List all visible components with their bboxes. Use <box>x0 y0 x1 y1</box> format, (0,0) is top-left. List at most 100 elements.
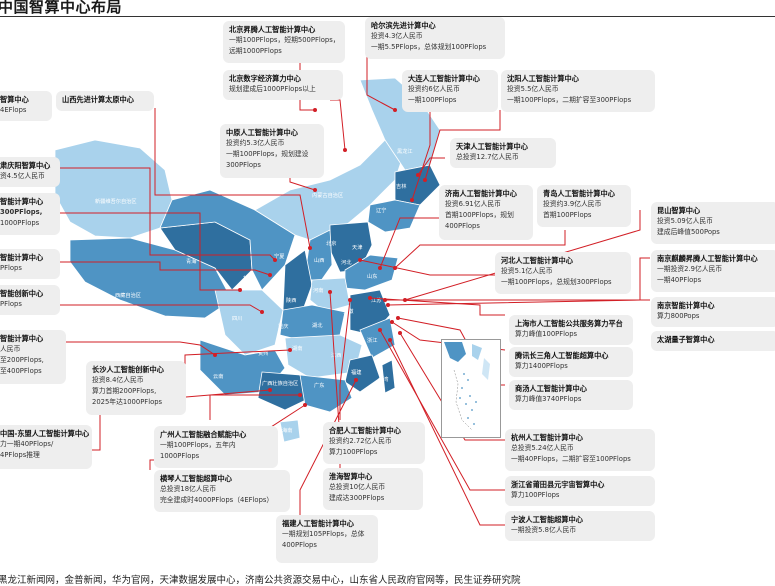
box-line: 1000PFlops <box>0 219 40 227</box>
info-box-changsha: 长沙人工智能创新中心 投资8.4亿人民币 算力首期200PFlops, 2025… <box>86 361 186 415</box>
location-dot <box>313 108 317 112</box>
location-dot <box>303 403 307 407</box>
location-dot <box>268 273 272 277</box>
info-box-beijing-digital: 北京数字经济算力中心 规划建成后1000PFlops以上 <box>223 70 343 100</box>
box-title: 河北人工智能计算中心 <box>501 256 573 265</box>
box-line: 总投资12.7亿人民币 <box>456 153 519 161</box>
location-dot <box>393 108 397 112</box>
location-dot <box>313 188 317 192</box>
box-line: 投资5.5亿人民币 <box>507 85 559 93</box>
box-line: 400PFlops <box>445 222 480 230</box>
province-taiwan <box>381 359 396 394</box>
box-title: 山西先进计算太原中心 <box>62 95 134 104</box>
location-dot <box>423 178 427 182</box>
box-title: 智能计算中心 <box>0 334 44 343</box>
connector-line <box>424 110 501 181</box>
location-dot <box>403 298 407 302</box>
info-box-hangzhou: 杭州人工智能计算中心 总投资5.24亿人民币 一期40PFlops，二期扩容至1… <box>505 429 655 471</box>
connector-line <box>366 55 396 111</box>
province-label: 河北 <box>341 258 352 266</box>
box-title: 昆山智算中心 <box>657 206 701 215</box>
connector-line <box>399 332 505 441</box>
box-line: 4PFlops推理 <box>0 451 40 459</box>
box-line: 300PFlops <box>226 161 261 169</box>
info-box-taihu: 太湖量子智算中心 <box>651 331 775 351</box>
connector-line <box>299 379 357 515</box>
box-title: 宁波人工智能超算中心 <box>511 515 583 524</box>
box-line: 4EFlops <box>0 106 27 114</box>
box-line: 一期100PFlops <box>408 96 457 104</box>
box-line: 一期5.5PFlops，总体规划100PFlops <box>371 43 487 51</box>
info-box-huaihai: 淮海智算中心 总投资10亿人民币 建成达300PFlops <box>323 468 423 510</box>
info-box-left-4: 智能计算中心 PFlops <box>0 249 60 279</box>
box-line: PFlops <box>0 264 22 272</box>
province-label: 云南 <box>213 372 223 380</box>
connector-line <box>60 261 271 276</box>
box-line: 一期40PFlops，二期扩容至100PFlops <box>511 455 631 463</box>
connector-line <box>339 299 351 420</box>
box-line: 首期100PFlops，规划 <box>445 211 514 219</box>
province-label: 江西 <box>331 352 341 359</box>
box-line: 300PFlops, <box>0 208 43 216</box>
location-dot <box>378 328 382 332</box>
info-box-harbin: 哈尔滨先进计算中心 投资4.3亿人民币 一期5.5PFlops，总体规划100P… <box>365 17 505 59</box>
province-hainan <box>279 419 301 443</box>
box-line: 完全建成时4000PFlops（4EFlops） <box>160 496 274 504</box>
box-line: 投资5.09亿人民币 <box>657 217 713 225</box>
box-title: 广州人工智能融合赋能中心 <box>160 430 247 439</box>
box-line: 至200PFlops, <box>0 356 44 364</box>
box-title: 智能计算中心 <box>0 197 44 206</box>
info-box-shenyang: 沈阳人工智能计算中心 投资5.5亿人民币 一期100PFlops，二期扩容至30… <box>501 70 655 112</box>
info-box-shanghai: 上海市人工智能公共服务算力平台 算力峰值100PFlops <box>509 315 633 345</box>
box-title: 中国-东盟人工智能计算中心 <box>0 429 90 438</box>
south-china-sea-inset <box>441 339 501 438</box>
box-title: 天津人工智能计算中心 <box>456 142 528 151</box>
box-line: 算力800Pops <box>657 312 700 320</box>
box-line: 人民币 <box>0 345 21 353</box>
box-line: 投资6.91亿人民币 <box>445 200 501 208</box>
box-line: 远期1000PFlops <box>229 47 282 55</box>
info-box-shangtang: 商汤人工智能计算中心 算力峰值3740PFlops <box>509 380 633 410</box>
box-line: 400PFlops <box>282 541 317 549</box>
box-title: 智能创新中心 <box>0 289 44 298</box>
province-label: 北京 <box>326 239 336 247</box>
info-box-nanjing-qilin: 南京麒麟昇腾人工智能计算中心 一期投资2.9亿人民币 一期40PFlops <box>651 250 775 292</box>
title-divider <box>0 16 775 17</box>
box-title: 北京昇腾人工智能计算中心 <box>229 25 316 34</box>
box-title: 南京智能计算中心 <box>657 301 715 310</box>
info-box-fujian: 福建人工智能计算中心 一期规划105PFlops，总体 400PFlops <box>276 515 378 563</box>
province-label: 宁夏 <box>274 252 285 260</box>
province-label: 四川 <box>232 315 242 322</box>
province-label: 贵州 <box>258 349 268 357</box>
box-line: 投资5.1亿人民币 <box>501 267 553 275</box>
connector-line <box>209 394 300 420</box>
box-title: 智能计算中心 <box>0 253 44 262</box>
province-label: 湖北 <box>312 321 323 329</box>
box-title: 福建人工智能计算中心 <box>282 519 354 528</box>
location-dot <box>213 353 217 357</box>
province-zhejiang <box>359 317 396 359</box>
info-box-left-3: 智能计算中心 300PFlops, 1000PFlops <box>0 193 60 235</box>
province-label: 山东 <box>367 272 377 280</box>
box-title: 杭州人工智能计算中心 <box>511 433 583 442</box>
location-dot <box>298 393 302 397</box>
connector-line <box>379 329 505 491</box>
box-line: 总投资5.24亿人民币 <box>511 444 574 452</box>
province-liaoning <box>367 199 421 233</box>
info-box-dalian: 大连人工智能计算中心 投资约6亿人民币 一期100PFlops <box>402 70 498 112</box>
info-box-left-7: 中国-东盟人工智能计算中心 力一期40PFlops/ 4PFlops推理 <box>0 425 92 469</box>
info-box-jinan: 济南人工智能计算中心 投资6.91亿人民币 首期100PFlops，规划 400… <box>439 185 533 240</box>
province-label: 青海 <box>186 257 196 265</box>
box-title: 南京麒麟昇腾人工智能计算中心 <box>657 254 758 263</box>
province-tibet <box>69 237 233 319</box>
location-dot <box>410 198 414 202</box>
box-title: 青岛人工智能计算中心 <box>543 189 615 198</box>
source-note: 黑龙江新闻网，金普新闻，华为官网，天津数据发展中心，济南公共资源交易中心，山东省… <box>0 575 521 586</box>
box-title: 济南人工智能计算中心 <box>445 189 517 198</box>
province-label: 台湾 <box>378 375 388 383</box>
box-title: 浙江省莆田县元宇宙智算中心 <box>511 480 605 489</box>
box-line: 算力峰值3740PFlops <box>515 395 582 403</box>
connector-line <box>411 110 431 201</box>
box-line: 一期100PFlops，五年内 <box>160 441 236 449</box>
